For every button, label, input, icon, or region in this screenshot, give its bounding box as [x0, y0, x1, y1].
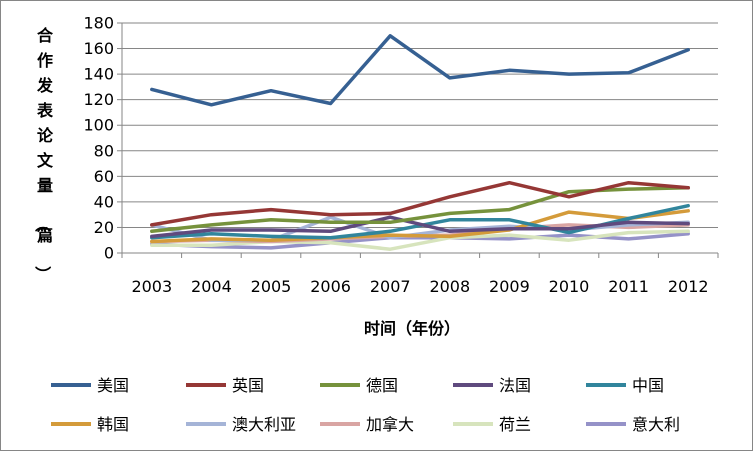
series-line — [150, 215, 690, 239]
legend-item: 英国 — [186, 376, 264, 395]
y-tick-label: 100 — [83, 116, 114, 135]
x-tick-label: 2004 — [191, 277, 232, 296]
x-tick-label: 2006 — [310, 277, 351, 296]
legend-label: 德国 — [366, 376, 398, 395]
x-tick-label: 2010 — [549, 277, 590, 296]
legend-item: 中国 — [586, 376, 664, 395]
y-tick-label: 80 — [94, 141, 114, 160]
x-tick-label: 2008 — [429, 277, 470, 296]
series-line — [150, 180, 690, 227]
legend-item: 法国 — [453, 376, 531, 395]
x-axis-title: 时间（年份） — [364, 319, 460, 338]
y-tick-label: 20 — [94, 218, 114, 237]
legend-item: 美国 — [51, 376, 129, 395]
legend-label: 荷兰 — [499, 415, 531, 434]
x-tick-label: 2012 — [668, 277, 709, 296]
x-tick-label: 2007 — [370, 277, 411, 296]
legend-item: 德国 — [320, 376, 398, 395]
y-tick-label: 40 — [94, 192, 114, 211]
y-tick-label: 140 — [83, 65, 114, 84]
series-line — [150, 209, 690, 244]
y-tick-label: 160 — [83, 39, 114, 58]
legend-item: 韩国 — [51, 415, 129, 434]
legend-label: 法国 — [499, 376, 531, 395]
y-tick-label: 0 — [104, 244, 114, 263]
legend-label: 加拿大 — [366, 415, 414, 434]
legend-item: 意大利 — [586, 415, 680, 434]
legend-label: 英国 — [232, 376, 264, 395]
legend-label: 澳大利亚 — [232, 415, 296, 434]
x-tick-label: 2011 — [608, 277, 649, 296]
legend-label: 美国 — [97, 376, 129, 395]
x-tick-label: 2005 — [251, 277, 292, 296]
legend-item: 澳大利亚 — [186, 415, 296, 434]
y-tick-label: 120 — [83, 90, 114, 109]
legend-label: 意大利 — [632, 415, 680, 434]
legend-item: 荷兰 — [453, 415, 531, 434]
y-tick-label: 180 — [83, 14, 114, 33]
legend-item: 加拿大 — [320, 415, 414, 434]
legend-label: 中国 — [632, 376, 664, 395]
series-line — [150, 229, 690, 251]
series-line — [150, 34, 690, 107]
legend-label: 韩国 — [97, 415, 129, 434]
x-tick-label: 2009 — [489, 277, 530, 296]
y-tick-label: 60 — [94, 167, 114, 186]
y-axis-title: 合作发表论文量（篇） — [33, 26, 54, 282]
x-tick-label: 2003 — [131, 277, 172, 296]
